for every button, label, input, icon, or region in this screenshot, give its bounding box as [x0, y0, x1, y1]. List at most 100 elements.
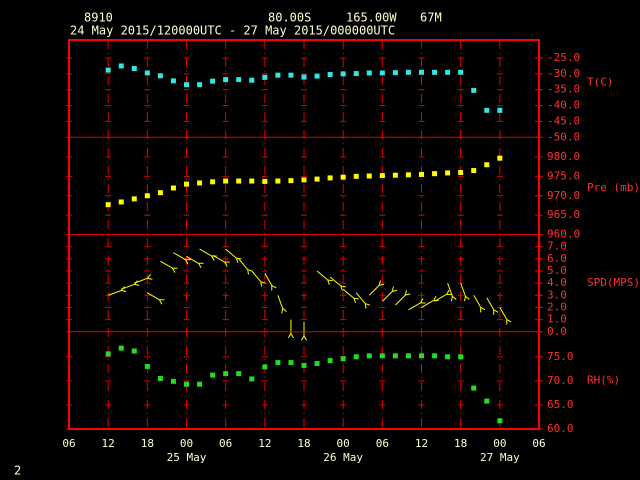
arrow-part [368, 285, 380, 296]
arrow-part [277, 295, 284, 309]
x-tick-label: 18 [454, 437, 467, 450]
data-point [262, 74, 268, 80]
elev: 67M [420, 11, 442, 25]
data-point [275, 178, 281, 184]
y-tick-label: -30.0 [547, 67, 580, 80]
lon: 165.00W [346, 11, 397, 25]
data-point [105, 67, 111, 73]
data-point [131, 66, 137, 72]
frame [68, 39, 540, 430]
arrow-part [340, 285, 346, 288]
arrow-part [160, 260, 173, 269]
wind-arrow [238, 258, 253, 275]
data-point [262, 364, 268, 370]
data-point [340, 174, 346, 180]
data-point [288, 360, 294, 366]
data-point [405, 172, 411, 178]
data-point [210, 78, 216, 84]
data-point [157, 375, 163, 381]
arrow-part [364, 303, 367, 309]
arrow-part [327, 279, 333, 282]
y-tick-label: 965.0 [547, 208, 580, 221]
data-point [288, 72, 294, 78]
wind-arrow [147, 292, 165, 305]
arrow-part [329, 276, 342, 287]
day-label: 26 May [323, 451, 363, 464]
wind-arrow [486, 297, 499, 315]
arrow-part [355, 292, 366, 304]
data-point [275, 360, 281, 366]
arrow-part [159, 299, 163, 305]
data-point [223, 178, 229, 184]
data-point [301, 177, 307, 183]
data-point [340, 71, 346, 77]
wind-arrow [160, 260, 178, 273]
data-point [432, 69, 438, 75]
wind-arrow [342, 288, 359, 304]
wind-arrow [421, 295, 439, 308]
arrow-part [405, 293, 411, 296]
data-point [197, 381, 203, 387]
arrow-part [281, 308, 284, 314]
data-point [327, 358, 333, 364]
arrow-part [121, 283, 135, 290]
data-point [419, 69, 424, 75]
data-point [131, 348, 137, 354]
period: 24 May 2015/120000UTC - 27 May 2015/0000… [70, 24, 395, 38]
panel-label: SPD(MPS) [587, 276, 640, 289]
data-point [314, 361, 320, 367]
data-point [497, 418, 503, 424]
arrow-part [460, 282, 466, 297]
arrow-part [404, 290, 407, 296]
data-point [445, 354, 451, 360]
lat: 80.00S [268, 11, 311, 25]
arrow-part [172, 268, 176, 273]
arrow-part [147, 277, 153, 280]
data-point [314, 73, 320, 79]
data-point [288, 178, 294, 184]
arrow-part [238, 258, 249, 270]
arrow-part [365, 303, 371, 306]
arrow-part [186, 255, 199, 264]
data-point [105, 202, 111, 208]
data-point [445, 69, 451, 75]
data-point [353, 173, 359, 179]
data-point [144, 193, 150, 199]
data-point [170, 185, 176, 191]
data-point [301, 74, 307, 80]
arrow-part [465, 295, 470, 300]
data-point [419, 171, 424, 177]
wind-arrow [212, 254, 230, 267]
arrow-part [392, 289, 398, 292]
data-point [275, 72, 281, 78]
arrow-part [342, 288, 355, 299]
panel-label: Pre (mb) [587, 181, 640, 194]
data-point [105, 351, 111, 357]
data-point [170, 378, 176, 384]
arrow-part [147, 274, 151, 279]
arrow-part [464, 296, 466, 302]
y-tick-label: 970.0 [547, 189, 580, 202]
arrow-part [395, 294, 406, 306]
wind-arrow [395, 290, 411, 306]
data-point [379, 353, 385, 359]
data-point [392, 172, 398, 178]
data-point [366, 353, 372, 359]
wind-arrow [434, 289, 452, 302]
arrow-part [379, 283, 385, 286]
arrow-part [199, 248, 212, 257]
data-point [262, 178, 268, 184]
data-point [249, 77, 255, 83]
y-tick-label: -25.0 [547, 51, 580, 64]
data-point [301, 362, 307, 368]
arrow-part [225, 248, 237, 259]
wind-arrow [329, 276, 346, 291]
arrow-part [247, 269, 253, 272]
data-point [405, 69, 411, 75]
arrow-part [303, 335, 308, 341]
wind-arrow [316, 270, 333, 285]
wind-arrow [251, 270, 266, 287]
data-point [471, 87, 477, 93]
x-tick-label: 12 [102, 437, 115, 450]
x-tick-label: 00 [337, 437, 350, 450]
